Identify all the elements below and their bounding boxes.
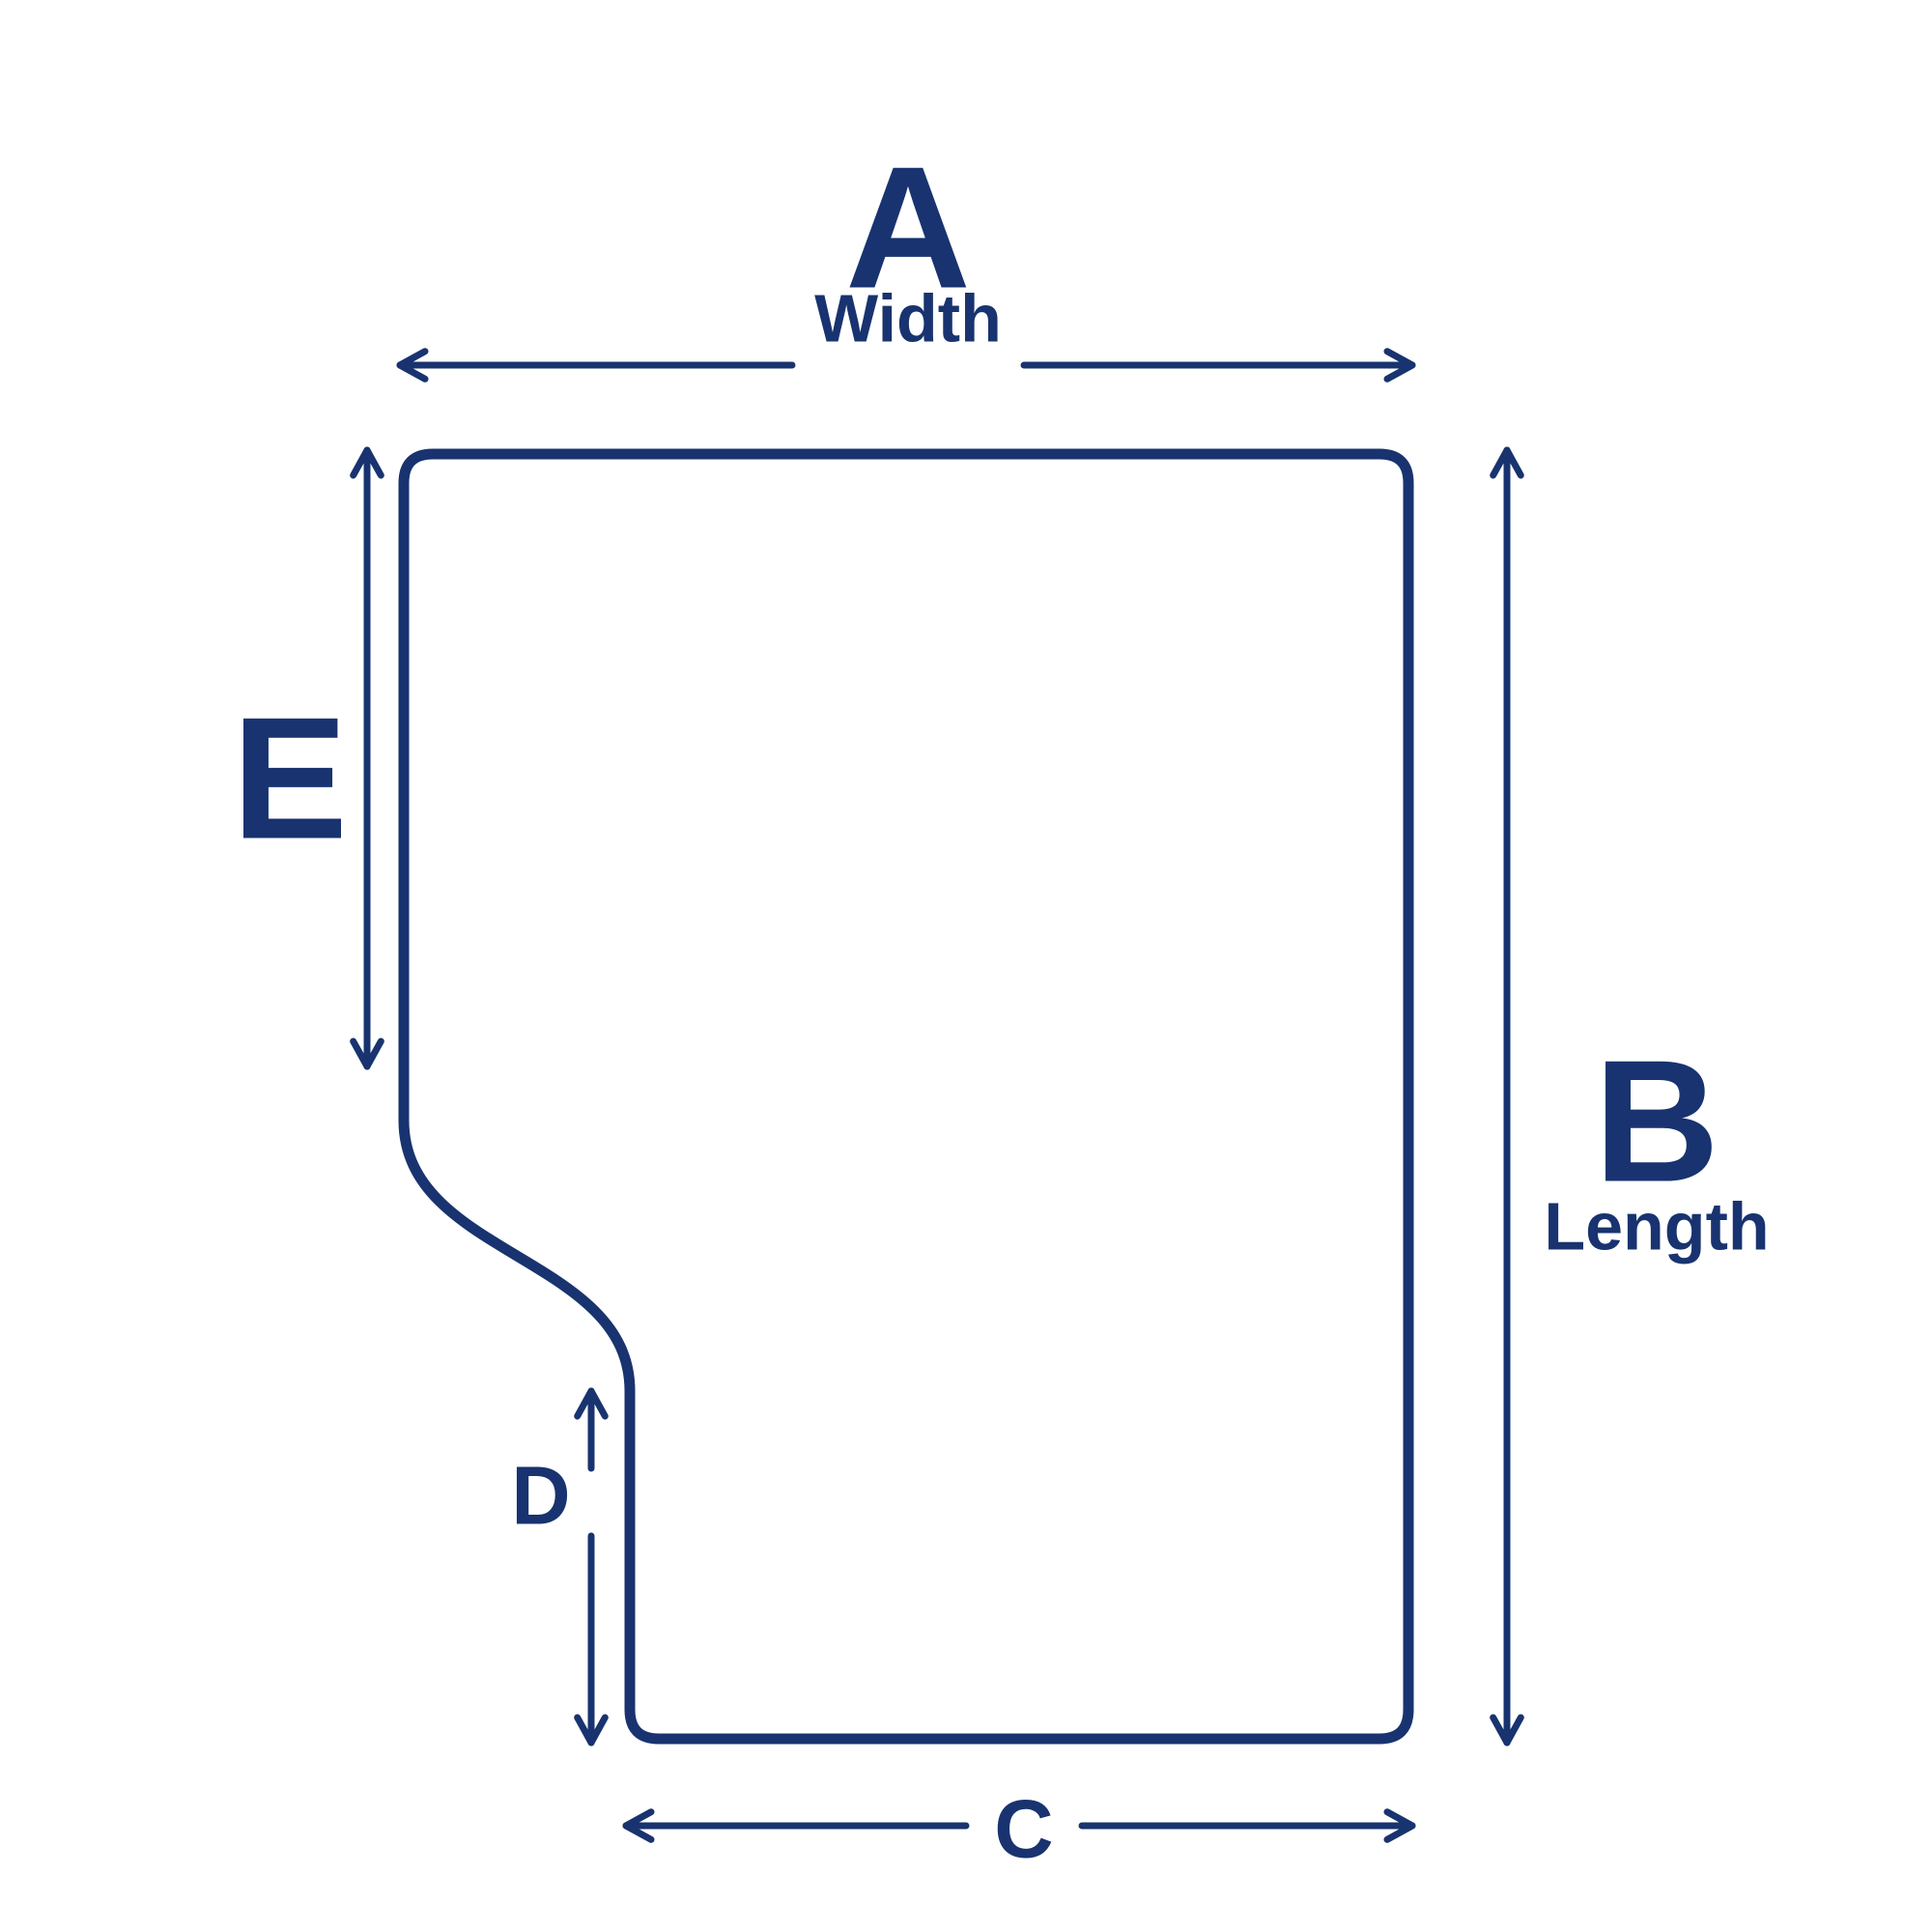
label-e-letter: E — [232, 682, 348, 876]
pool-outline — [404, 454, 1408, 1739]
label-b-sub: Length — [1544, 1188, 1769, 1264]
label-d-letter: D — [511, 1450, 570, 1542]
label-a-sub: Width — [814, 280, 1002, 355]
label-c-letter: C — [994, 1783, 1053, 1875]
